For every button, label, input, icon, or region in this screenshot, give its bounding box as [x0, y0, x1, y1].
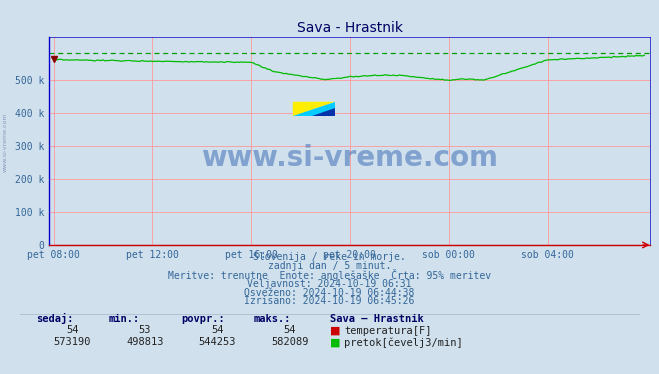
Text: www.si-vreme.com: www.si-vreme.com — [3, 112, 8, 172]
Text: 54: 54 — [212, 325, 223, 335]
Text: povpr.:: povpr.: — [181, 315, 225, 324]
Text: min.:: min.: — [109, 315, 140, 324]
Text: www.si-vreme.com: www.si-vreme.com — [202, 144, 498, 172]
Text: ■: ■ — [330, 326, 340, 336]
Text: maks.:: maks.: — [254, 315, 291, 324]
Text: Slovenija / reke in morje.: Slovenija / reke in morje. — [253, 252, 406, 262]
Polygon shape — [312, 108, 335, 116]
Polygon shape — [293, 102, 335, 116]
Text: 54: 54 — [284, 325, 296, 335]
Text: ■: ■ — [330, 338, 340, 348]
Text: Meritve: trenutne  Enote: anglešaške  Črta: 95% meritev: Meritve: trenutne Enote: anglešaške Črta… — [168, 269, 491, 280]
Text: 544253: 544253 — [199, 337, 236, 347]
Text: sedaj:: sedaj: — [36, 313, 74, 324]
Text: Sava – Hrastnik: Sava – Hrastnik — [330, 315, 423, 324]
Text: 498813: 498813 — [127, 337, 163, 347]
Title: Sava - Hrastnik: Sava - Hrastnik — [297, 21, 403, 35]
Text: zadnji dan / 5 minut.: zadnji dan / 5 minut. — [268, 261, 391, 271]
Text: temperatura[F]: temperatura[F] — [344, 326, 432, 335]
Text: 573190: 573190 — [54, 337, 91, 347]
Text: Izrisano: 2024-10-19 06:45:26: Izrisano: 2024-10-19 06:45:26 — [244, 297, 415, 306]
Text: 582089: 582089 — [272, 337, 308, 347]
Text: 54: 54 — [67, 325, 78, 335]
Text: pretok[čevelj3/min]: pretok[čevelj3/min] — [344, 337, 463, 347]
Text: Veljavnost: 2024-10-19 06:31: Veljavnost: 2024-10-19 06:31 — [247, 279, 412, 289]
Polygon shape — [293, 102, 335, 116]
Text: 53: 53 — [139, 325, 151, 335]
Text: Osveženo: 2024-10-19 06:44:38: Osveženo: 2024-10-19 06:44:38 — [244, 288, 415, 298]
